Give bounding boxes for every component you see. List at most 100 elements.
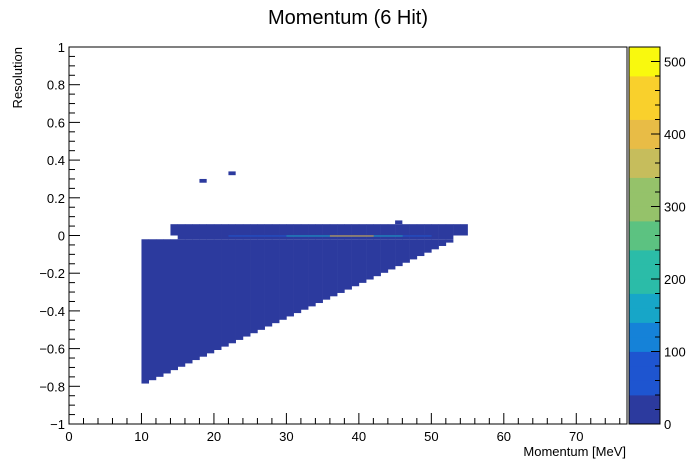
- heatmap-bin: [315, 224, 323, 236]
- heatmap-bin: [308, 224, 316, 236]
- heatmap-bin: [221, 235, 229, 240]
- heatmap-bin: [351, 224, 360, 236]
- heatmap-bin: [337, 235, 345, 240]
- heatmap-bin: [395, 235, 403, 240]
- x-tick-label: 70: [569, 429, 583, 444]
- heatmap-bin: [228, 235, 236, 240]
- y-axis-title: Resolution: [10, 47, 25, 108]
- heatmap-bin: [438, 239, 447, 246]
- heatmap-bin: [148, 239, 157, 381]
- heatmap-bin: [170, 239, 179, 371]
- heatmap-bin: [279, 224, 287, 236]
- heatmap-bin: [199, 224, 207, 236]
- heatmap-bin: [344, 235, 352, 240]
- heatmap-bin: [402, 239, 410, 263]
- heatmap-bin: [286, 235, 294, 240]
- heatmap-bin: [257, 235, 265, 240]
- colorbar-tick-label: 300: [664, 200, 686, 215]
- x-tick-label: 0: [65, 429, 72, 444]
- heatmap-bin: [264, 224, 273, 236]
- colorbar-tick-label: 400: [664, 127, 686, 142]
- colorbar-step: [629, 221, 660, 236]
- heatmap-bin: [163, 239, 171, 374]
- x-tick-label: 60: [497, 429, 511, 444]
- heatmap-bin: [184, 224, 193, 236]
- colorbar-step: [629, 308, 660, 323]
- heatmap-bin: [213, 235, 222, 240]
- heatmap-bin: [264, 239, 273, 327]
- heatmap-bin: [308, 239, 316, 307]
- heatmap-bin: [257, 224, 265, 236]
- heatmap-bin: [279, 239, 287, 320]
- heatmap-bin: [293, 235, 302, 240]
- heatmap-bin: [358, 235, 367, 240]
- heatmap-bin: [228, 171, 236, 176]
- heatmap-bin: [264, 235, 273, 240]
- heatmap-bin: [351, 239, 360, 287]
- heatmap-bin: [460, 224, 468, 236]
- y-tick-label: −1: [50, 417, 65, 432]
- y-tick-label: 1: [58, 40, 65, 55]
- heatmap-bin: [250, 235, 258, 240]
- heatmap-bin: [380, 235, 389, 240]
- heatmap-bin: [199, 178, 207, 183]
- heatmap-bin: [344, 224, 352, 236]
- heatmap-bin: [387, 239, 396, 270]
- colorbar-step: [629, 47, 660, 62]
- heatmap-bin: [387, 235, 396, 240]
- heatmap-bin: [242, 235, 251, 240]
- heatmap-bin: [235, 235, 244, 240]
- colorbar-step: [629, 76, 660, 91]
- colorbar-step: [629, 351, 660, 367]
- chart-title: Momentum (6 Hit): [268, 7, 428, 29]
- heatmap-bin: [192, 239, 200, 361]
- heatmap-bin: [366, 224, 374, 236]
- heatmap-bin: [409, 235, 418, 240]
- heatmap-bin: [250, 224, 258, 236]
- heatmap-bin: [184, 239, 193, 364]
- heatmap-bin: [322, 235, 331, 240]
- heatmap-bin: [192, 224, 200, 236]
- heatmap-bin: [329, 239, 338, 297]
- colorbar-step: [629, 105, 660, 120]
- heatmap-bin: [177, 224, 186, 236]
- heatmap-bin: [329, 224, 338, 236]
- colorbar-step: [629, 192, 660, 207]
- heatmap-bin: [300, 224, 309, 236]
- heatmap-bin: [206, 235, 215, 240]
- x-axis-title: Momentum [MeV]: [523, 444, 626, 459]
- heatmap-bin: [366, 235, 374, 240]
- x-tick-label: 10: [134, 429, 148, 444]
- heatmap-bin: [373, 224, 381, 236]
- heatmap-bin: [416, 235, 425, 240]
- heatmap-bin: [409, 224, 418, 236]
- heatmap-bin: [409, 239, 418, 260]
- colorbar-tick-label: 200: [664, 272, 686, 287]
- heatmap-bin: [402, 235, 410, 240]
- heatmap-bin: [337, 239, 345, 293]
- heatmap-bin: [315, 239, 323, 304]
- y-tick-label: −0.2: [39, 266, 65, 281]
- heatmap-bin: [213, 224, 222, 236]
- heatmap-bin: [358, 224, 367, 236]
- heatmap-bin: [257, 239, 265, 330]
- heatmap-bin: [235, 239, 244, 340]
- heatmap-bin: [424, 224, 432, 236]
- heatmap-bin: [192, 235, 200, 240]
- y-tick-label: 0.4: [47, 153, 65, 168]
- heatmap-bin: [271, 235, 280, 240]
- heatmap-bin: [424, 235, 432, 240]
- heatmap-bin: [199, 235, 207, 240]
- heatmap-bin: [279, 235, 287, 240]
- heatmap-bin: [431, 224, 439, 236]
- heatmap-bin: [308, 235, 316, 240]
- heatmap-bin: [416, 224, 425, 236]
- heatmap-bin: [213, 239, 222, 350]
- colorbar-tick-label: 500: [664, 55, 686, 70]
- heatmap-bin: [373, 239, 381, 277]
- heatmap-bin: [322, 239, 331, 300]
- heatmap-bin: [344, 239, 352, 290]
- colorbar-step: [629, 90, 660, 106]
- colorbar-step: [629, 134, 660, 149]
